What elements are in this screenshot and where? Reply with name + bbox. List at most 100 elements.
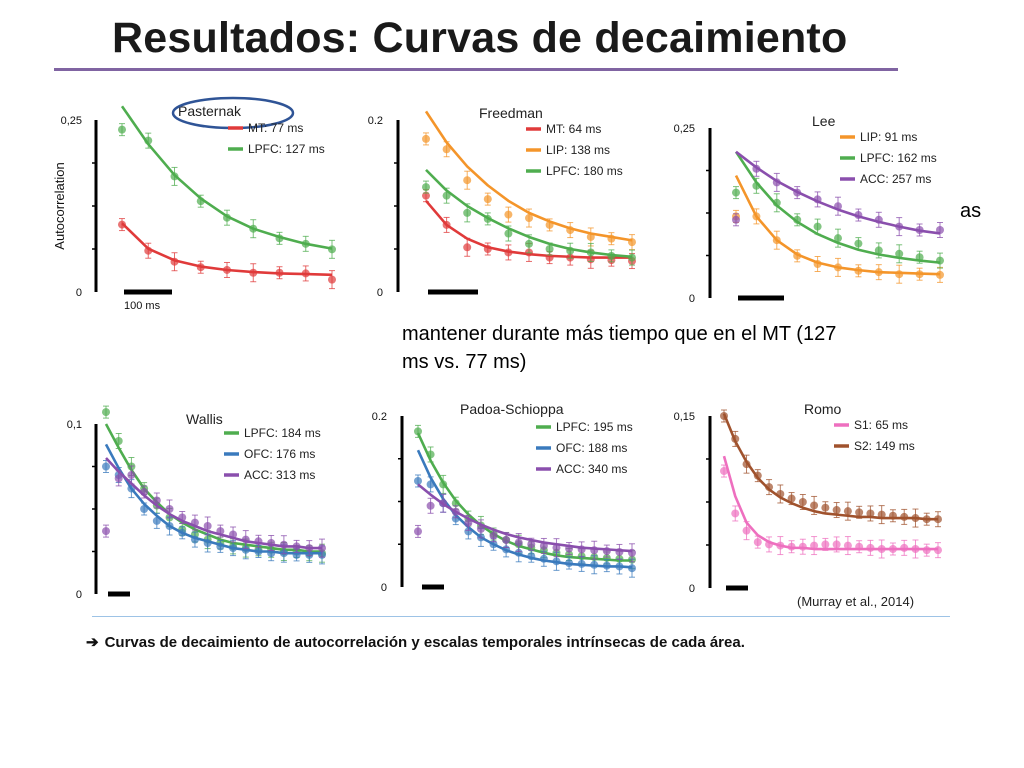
data-point — [216, 527, 225, 536]
data-point — [170, 172, 179, 181]
data-point — [915, 270, 924, 279]
data-point — [483, 195, 492, 204]
data-point — [140, 488, 149, 496]
data-point — [249, 268, 258, 277]
data-point — [463, 176, 472, 185]
data-point — [483, 214, 492, 223]
data-point — [586, 248, 595, 257]
data-point — [765, 540, 774, 549]
data-point — [874, 268, 883, 277]
data-point — [527, 552, 536, 561]
series-3 — [732, 150, 944, 238]
data-point — [552, 557, 561, 566]
data-point — [776, 541, 785, 550]
data-point — [267, 539, 276, 547]
data-point — [178, 528, 187, 537]
data-point — [915, 253, 924, 262]
data-point — [216, 542, 225, 551]
data-point — [127, 471, 136, 479]
data-point — [525, 239, 533, 248]
data-point — [301, 239, 310, 248]
data-point — [810, 541, 819, 550]
data-point — [476, 524, 485, 533]
data-point — [279, 540, 288, 549]
data-point — [292, 542, 301, 551]
data-point — [140, 505, 149, 513]
data-point — [451, 499, 460, 508]
data-point — [190, 535, 199, 544]
legend-label: ACC: 313 ms — [244, 468, 315, 482]
data-point — [577, 545, 586, 554]
data-point — [628, 253, 636, 262]
data-point — [772, 178, 781, 187]
data-point — [834, 202, 842, 211]
data-point — [539, 541, 548, 550]
data-point — [102, 527, 110, 536]
data-point — [249, 224, 258, 233]
legend-label: MT: 77 ms — [248, 121, 303, 135]
series-2 — [732, 151, 944, 269]
y-tick-label-bottom: 0 — [76, 589, 82, 601]
data-point — [229, 530, 238, 539]
data-point — [793, 251, 802, 260]
series-2 — [118, 105, 336, 259]
legend-label: OFC: 176 ms — [244, 447, 315, 461]
data-point — [772, 198, 781, 207]
data-point — [301, 269, 310, 278]
legend-label: LPFC: 184 ms — [244, 426, 321, 440]
data-point — [821, 503, 830, 512]
data-point — [742, 460, 751, 469]
data-point — [254, 537, 263, 546]
y-tick-label-top: 0,25 — [61, 115, 82, 127]
data-point — [196, 263, 205, 272]
data-point — [241, 545, 250, 554]
legend-label: ACC: 257 ms — [860, 172, 931, 186]
data-point — [720, 467, 728, 476]
overlay-caption-line-2: ms vs. 77 ms) — [402, 351, 527, 373]
data-point — [922, 546, 931, 555]
y-tick-label-bottom: 0 — [689, 293, 695, 305]
data-point — [732, 215, 740, 224]
data-point — [895, 222, 904, 231]
data-point — [813, 195, 822, 204]
data-point — [936, 226, 944, 234]
data-point — [144, 246, 153, 255]
y-tick-label-top: 0,1 — [67, 419, 82, 431]
data-point — [525, 214, 533, 223]
data-point — [422, 183, 430, 192]
data-point — [590, 546, 599, 555]
data-point — [888, 511, 897, 520]
data-point — [752, 212, 761, 221]
legend-label: MT: 64 ms — [546, 122, 601, 136]
data-point — [911, 545, 920, 554]
data-point — [275, 268, 284, 277]
data-point — [895, 249, 904, 258]
data-point — [798, 542, 807, 551]
legend-label: LIP: 138 ms — [546, 143, 610, 157]
chart-title: Padoa-Schioppa — [460, 401, 564, 417]
data-point — [936, 270, 944, 279]
data-point — [577, 559, 586, 568]
scale-bar-label: 100 ms — [124, 300, 161, 312]
data-point — [793, 188, 802, 197]
chart-title: Romo — [804, 401, 842, 417]
data-point — [566, 246, 575, 255]
data-point — [752, 181, 761, 190]
data-point — [165, 522, 174, 530]
data-point — [798, 498, 807, 506]
data-point — [114, 437, 123, 445]
data-point — [922, 515, 931, 524]
data-point — [527, 540, 536, 549]
y-tick-label-top: 0.2 — [372, 411, 387, 423]
data-point — [196, 197, 205, 206]
series-2 — [720, 409, 942, 528]
data-point — [731, 509, 740, 518]
data-point — [514, 548, 523, 557]
data-point — [732, 188, 740, 197]
chart-title: Freedman — [479, 105, 543, 121]
data-point — [426, 501, 435, 510]
overlay-caption-line-1: mantener durante más tiempo que en el MT… — [402, 323, 837, 345]
data-point — [451, 507, 460, 516]
data-point — [545, 253, 554, 262]
